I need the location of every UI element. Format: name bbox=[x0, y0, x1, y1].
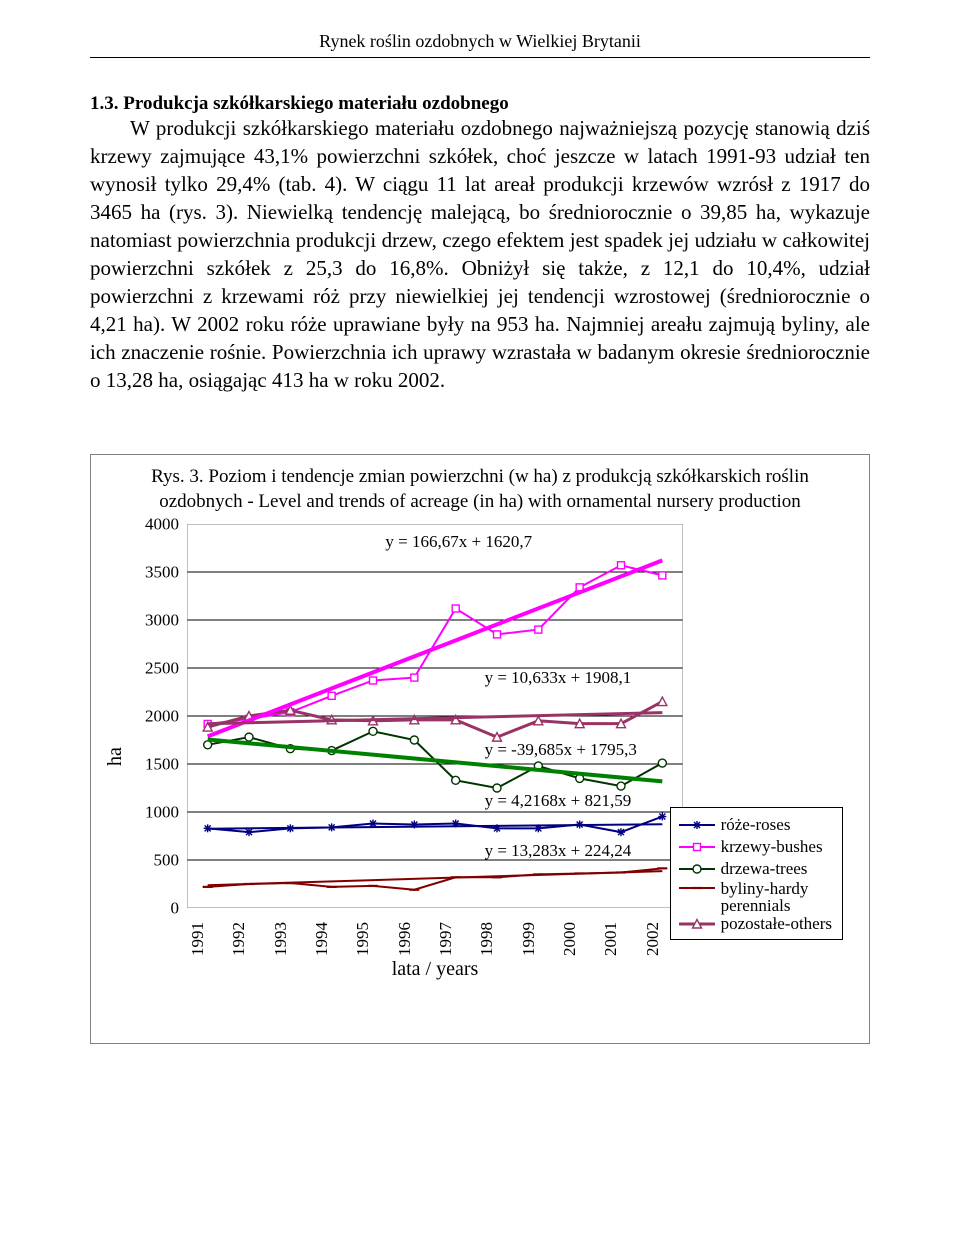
y-tick-label: 1000 bbox=[145, 801, 179, 822]
y-tick-label: 4000 bbox=[145, 513, 179, 534]
legend-label: róże-roses bbox=[721, 814, 791, 836]
legend-item-perennials: byliny-hardy bbox=[679, 880, 832, 898]
chart: ha 05001000150020002500300035004000 y = … bbox=[107, 518, 853, 978]
legend-label: pozostałe-others bbox=[721, 915, 832, 933]
legend-sublabel: perennials bbox=[721, 897, 791, 915]
legend-label: krzewy-bushes bbox=[721, 836, 823, 858]
x-axis-title: lata / years bbox=[187, 957, 683, 982]
trend-equation: y = 166,67x + 1620,7 bbox=[385, 531, 532, 552]
legend: róże-roses krzewy-bushes drzewa-trees by… bbox=[670, 807, 843, 940]
figure-caption: Rys. 3. Poziom i tendencje zmian powierz… bbox=[123, 465, 837, 514]
figure-frame: Rys. 3. Poziom i tendencje zmian powierz… bbox=[90, 454, 870, 1044]
legend-item-others: pozostałe-others bbox=[679, 915, 832, 933]
legend-label: byliny-hardy bbox=[721, 880, 809, 898]
legend-key-perennials bbox=[679, 881, 715, 895]
legend-key-others bbox=[679, 917, 715, 931]
y-tick-label: 3500 bbox=[145, 561, 179, 582]
legend-item-trees: drzewa-trees bbox=[679, 858, 832, 880]
y-tick-label: 1500 bbox=[145, 753, 179, 774]
y-tick-label: 2000 bbox=[145, 705, 179, 726]
trend-equation: y = 10,633x + 1908,1 bbox=[485, 667, 632, 688]
trend-equation: y = -39,685x + 1795,3 bbox=[485, 739, 637, 760]
body-paragraph: W produkcji szkółkarskiego materiału ozd… bbox=[90, 115, 870, 394]
legend-label: drzewa-trees bbox=[721, 858, 808, 880]
y-tick-label: 500 bbox=[154, 849, 180, 870]
legend-item-bushes: krzewy-bushes bbox=[679, 836, 832, 858]
y-tick-label: 3000 bbox=[145, 609, 179, 630]
legend-key-trees bbox=[679, 862, 715, 876]
y-ticks: 05001000150020002500300035004000 bbox=[129, 518, 179, 978]
legend-key-bushes bbox=[679, 840, 715, 854]
legend-key-spacer bbox=[679, 899, 715, 913]
legend-key-roses bbox=[679, 818, 715, 832]
legend-item-roses: róże-roses bbox=[679, 814, 832, 836]
y-tick-label: 0 bbox=[171, 897, 180, 918]
trend-equation: y = 4,2168x + 821,59 bbox=[485, 790, 632, 811]
running-header: Rynek roślin ozdobnych w Wielkiej Brytan… bbox=[90, 30, 870, 58]
plot-area: y = 166,67x + 1620,7 y = 10,633x + 1908,1… bbox=[187, 524, 683, 908]
trend-equation: y = 13,283x + 224,24 bbox=[485, 840, 632, 861]
legend-item-perennials-sub: perennials bbox=[679, 897, 832, 915]
section-title: 1.3. Produkcja szkółkarskiego materiału … bbox=[90, 93, 509, 114]
y-axis-title: ha bbox=[103, 748, 128, 767]
section-heading: 1.3. Produkcja szkółkarskiego materiału … bbox=[90, 92, 870, 116]
y-tick-label: 2500 bbox=[145, 657, 179, 678]
